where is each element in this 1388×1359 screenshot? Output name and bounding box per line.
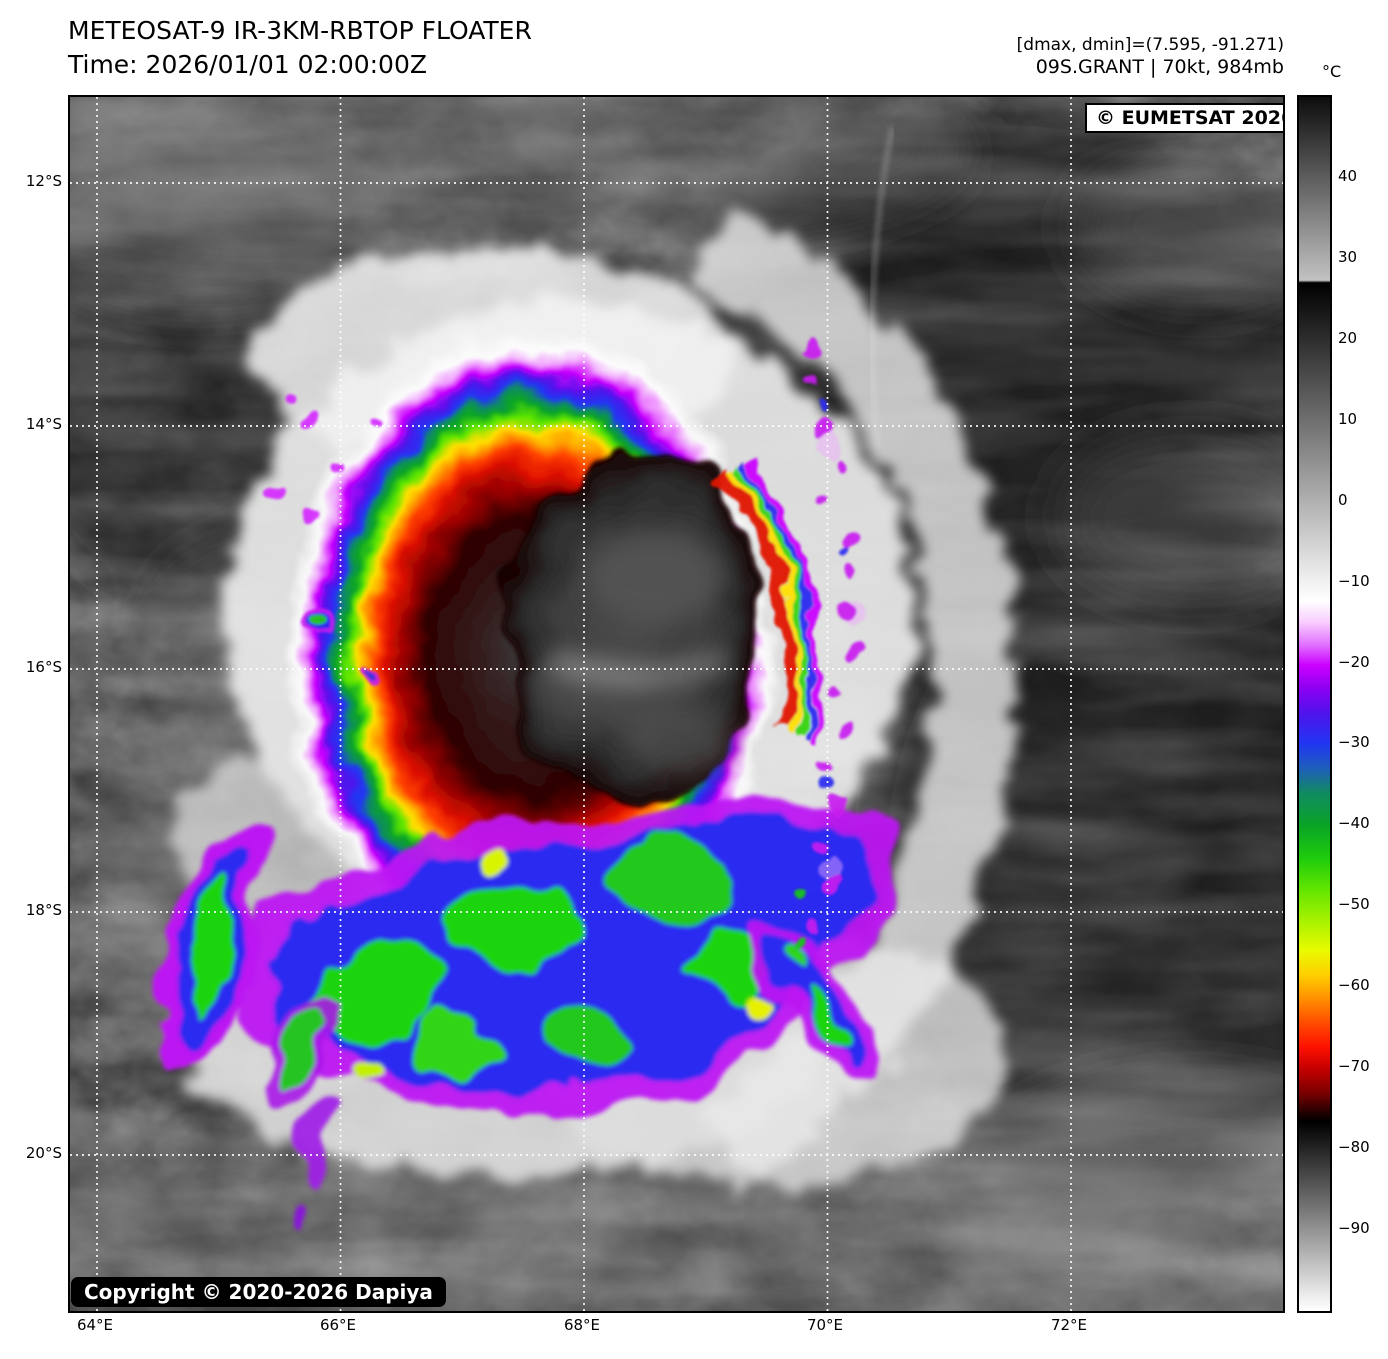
lat-tick-12s: 12°S xyxy=(25,172,62,190)
cbar-tick-40: 40 xyxy=(1338,167,1358,185)
satellite-map: © EUMETSAT 2026 Copyright © 2020-2026 Da… xyxy=(68,95,1285,1313)
storm-info-label: 09S.GRANT | 70kt, 984mb xyxy=(1035,56,1284,78)
cbar-tick-m30: −30 xyxy=(1338,733,1370,751)
lat-tick-16s: 16°S xyxy=(25,658,62,676)
cbar-tick-m90: −90 xyxy=(1338,1219,1370,1237)
cold-core xyxy=(502,457,821,801)
cbar-tick-m80: −80 xyxy=(1338,1138,1370,1156)
cbar-tick-30: 30 xyxy=(1338,248,1358,266)
lon-tick-70e: 70°E xyxy=(806,1316,844,1334)
cbar-tick-0: 0 xyxy=(1338,491,1348,509)
satellite-image xyxy=(70,97,1283,1311)
graticule-gridlines xyxy=(70,97,1283,1311)
eumetsat-watermark: © EUMETSAT 2026 xyxy=(1085,103,1283,133)
lon-tick-64e: 64°E xyxy=(76,1316,114,1334)
cbar-tick-m60: −60 xyxy=(1338,976,1370,994)
cbar-tick-m10: −10 xyxy=(1338,572,1370,590)
eastern-arc-speckles xyxy=(789,338,867,943)
colorbar-unit-label: °C xyxy=(1322,62,1342,81)
lon-tick-68e: 68°E xyxy=(563,1316,601,1334)
cbar-tick-m40: −40 xyxy=(1338,814,1370,832)
lon-tick-72e: 72°E xyxy=(1050,1316,1088,1334)
cbar-tick-m20: −20 xyxy=(1338,653,1370,671)
western-cold-flecks xyxy=(269,391,379,691)
cbar-tick-10: 10 xyxy=(1338,410,1358,428)
data-range-label: [dmax, dmin]=(7.595, -91.271) xyxy=(1016,35,1284,55)
header-right-block: [dmax, dmin]=(7.595, -91.271) 09S.GRANT … xyxy=(1017,34,1284,78)
timestamp-label: Time: 2026/01/01 02:00:00Z xyxy=(68,50,427,79)
lat-tick-14s: 14°S xyxy=(25,415,62,433)
cbar-tick-20: 20 xyxy=(1338,329,1358,347)
lat-tick-20s: 20°S xyxy=(25,1144,62,1162)
cbar-tick-m50: −50 xyxy=(1338,895,1370,913)
cbar-tick-m70: −70 xyxy=(1338,1057,1370,1075)
lat-tick-18s: 18°S xyxy=(25,901,62,919)
page-title: METEOSAT-9 IR-3KM-RBTOP FLOATER xyxy=(68,16,532,45)
copyright-badge: Copyright © 2020-2026 Dapiya xyxy=(71,1277,446,1307)
lon-tick-66e: 66°E xyxy=(319,1316,357,1334)
southern-convection xyxy=(157,805,894,1213)
temperature-colorbar xyxy=(1297,95,1332,1313)
